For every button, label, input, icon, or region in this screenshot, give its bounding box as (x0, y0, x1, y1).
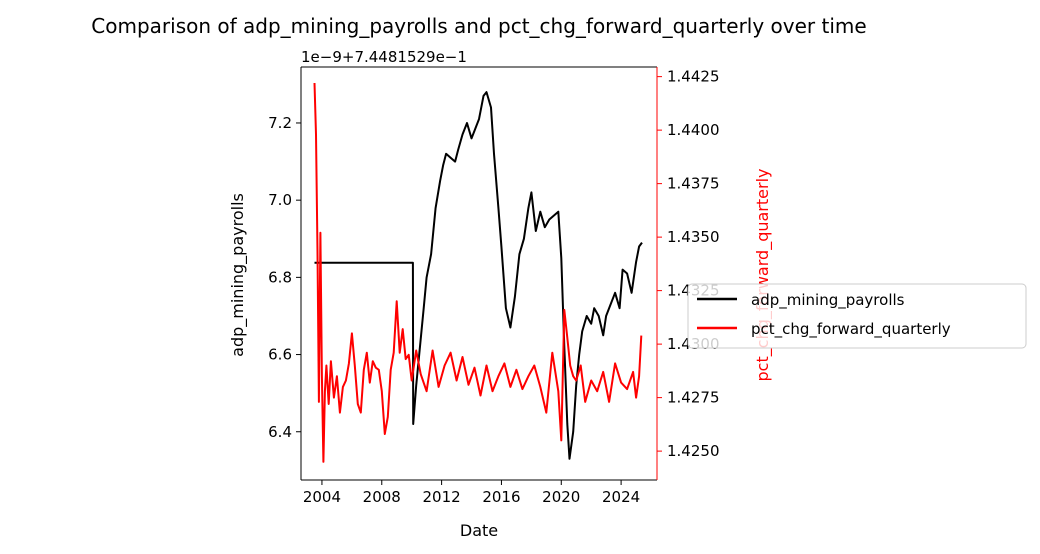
y-left-offset-text: 1e−9+7.4481529e−1 (301, 48, 467, 66)
y-left-tick-label: 7.0 (268, 191, 292, 209)
y-right-tick-label: 1.4400 (667, 121, 720, 139)
x-tick-label: 2016 (482, 488, 520, 506)
y-right-tick-label: 1.4250 (667, 442, 720, 460)
series-layer (313, 82, 643, 463)
x-tick-label: 2004 (303, 488, 341, 506)
legend: adp_mining_payrolls pct_chg_forward_quar… (687, 283, 1027, 349)
y-left-axis-label: adp_mining_payrolls (228, 193, 248, 357)
series-line-adp-mining-payrolls (314, 91, 643, 460)
y-left-tick-label: 6.6 (268, 346, 292, 364)
y-left-tick-label: 6.4 (268, 423, 292, 441)
y-right-tick-label: 1.4275 (667, 389, 720, 407)
y-right-axis-label: pct_chg_forward_quarterly (753, 169, 773, 382)
series-line-pct-chg-forward-quarterly (313, 82, 643, 463)
legend-frame (687, 283, 1027, 349)
x-tick-label: 2012 (423, 488, 461, 506)
x-tick-label: 2020 (542, 488, 580, 506)
y-right-tick-label: 1.4425 (667, 68, 720, 86)
y-right-tick-label: 1.4375 (667, 175, 720, 193)
legend-label-pct-chg-forward-quarterly: pct_chg_forward_quarterly (751, 320, 951, 339)
x-tick-label: 2008 (363, 488, 401, 506)
axes-layer: 2004 2008 2012 2016 2020 2024 6.4 6.6 6.8 7.0 7.2 1… (268, 66, 720, 506)
x-axis-label: Date (460, 521, 498, 540)
y-right-tick-label: 1.4350 (667, 228, 720, 246)
y-left-tick-label: 6.8 (268, 268, 292, 286)
legend-label-adp-mining-payrolls: adp_mining_payrolls (751, 291, 905, 310)
chart-title: Comparison of adp_mining_payrolls and pc… (91, 14, 866, 38)
y-left-tick-label: 7.2 (268, 114, 292, 132)
x-tick-label: 2024 (602, 488, 640, 506)
